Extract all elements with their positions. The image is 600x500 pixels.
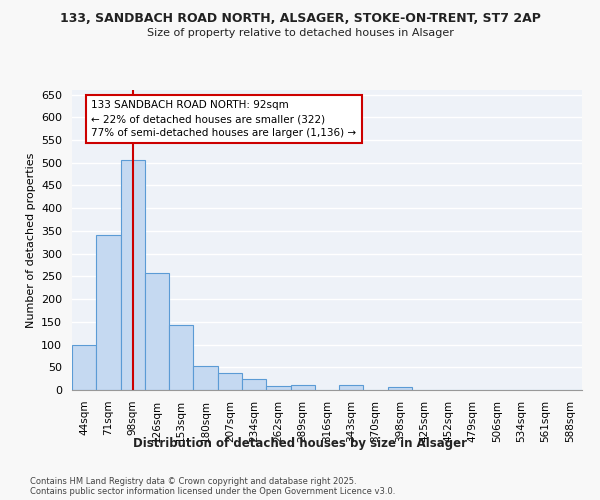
Bar xyxy=(290,386,315,390)
Bar xyxy=(145,272,169,390)
Bar xyxy=(121,160,145,390)
Bar xyxy=(242,379,266,390)
Text: Size of property relative to detached houses in Alsager: Size of property relative to detached ho… xyxy=(146,28,454,38)
Text: Contains public sector information licensed under the Open Government Licence v3: Contains public sector information licen… xyxy=(30,488,395,496)
Text: Contains HM Land Registry data © Crown copyright and database right 2025.: Contains HM Land Registry data © Crown c… xyxy=(30,478,356,486)
Text: Distribution of detached houses by size in Alsager: Distribution of detached houses by size … xyxy=(133,438,467,450)
Text: 133 SANDBACH ROAD NORTH: 92sqm
← 22% of detached houses are smaller (322)
77% of: 133 SANDBACH ROAD NORTH: 92sqm ← 22% of … xyxy=(91,100,356,138)
Bar xyxy=(339,386,364,390)
Bar xyxy=(388,388,412,390)
Bar xyxy=(169,325,193,390)
Bar xyxy=(218,372,242,390)
Bar xyxy=(193,366,218,390)
Y-axis label: Number of detached properties: Number of detached properties xyxy=(26,152,35,328)
Text: 133, SANDBACH ROAD NORTH, ALSAGER, STOKE-ON-TRENT, ST7 2AP: 133, SANDBACH ROAD NORTH, ALSAGER, STOKE… xyxy=(59,12,541,26)
Bar xyxy=(72,344,96,390)
Bar xyxy=(266,386,290,390)
Bar xyxy=(96,236,121,390)
